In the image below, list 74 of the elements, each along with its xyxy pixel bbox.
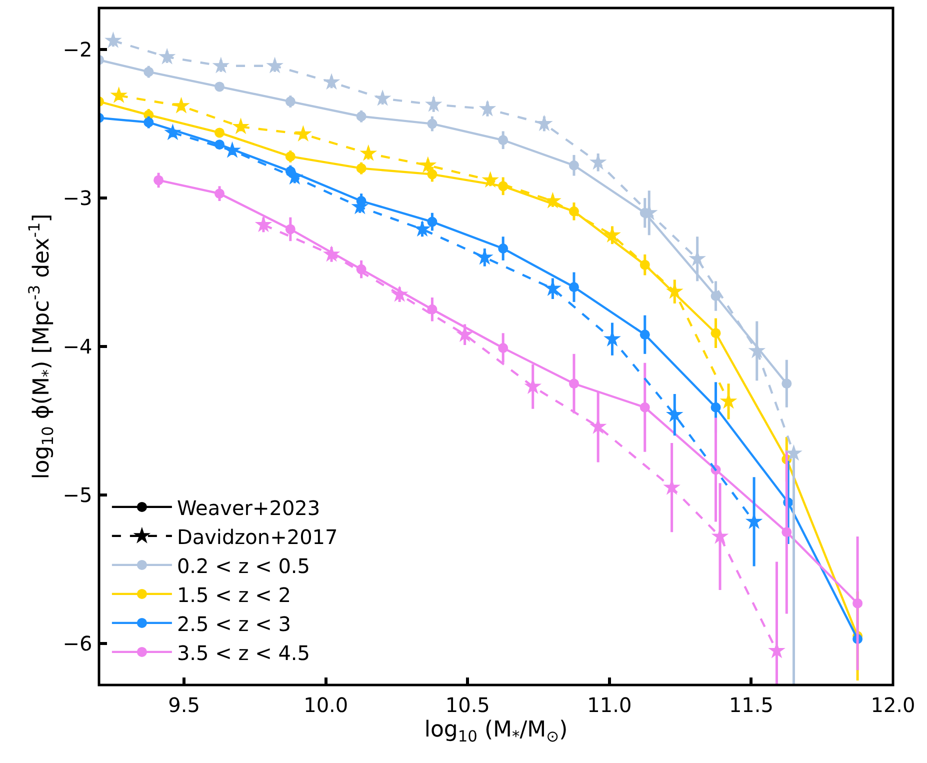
point (498, 342, 508, 353)
point (782, 527, 792, 538)
point (104, 32, 122, 48)
point (604, 226, 621, 243)
point (419, 156, 437, 173)
legend-label: Weaver+2023 (176, 496, 320, 520)
point (568, 160, 579, 170)
x-tick-label: 11.5 (728, 692, 774, 717)
point (478, 100, 496, 116)
point (427, 169, 438, 180)
point (414, 220, 431, 237)
point (710, 328, 721, 338)
y-tick-label: −5 (62, 482, 92, 507)
point (214, 188, 225, 199)
x-axis-title: log$_{10}$ (M$_{*}$/M$_{⊙}$) (424, 718, 568, 746)
legend-label: 0.2 < z < 0.5 (176, 554, 310, 578)
legend-label: Davidzon+2017 (176, 524, 338, 549)
point (568, 282, 579, 292)
legend-label: 2.5 < z < 3 (176, 612, 291, 636)
legend-label: 3.5 < z < 4.5 (176, 640, 310, 665)
point (285, 224, 296, 234)
point (356, 163, 366, 174)
point (144, 117, 154, 128)
point (110, 86, 128, 103)
point (322, 245, 340, 262)
point (285, 151, 296, 162)
point (498, 244, 508, 254)
y-tick-label: −2 (62, 38, 92, 62)
y-tick-label: −4 (62, 334, 92, 358)
x-tick-label: 10.0 (304, 692, 348, 717)
point (544, 192, 562, 208)
point (710, 402, 721, 412)
x-tick-label: 10.5 (445, 692, 490, 717)
point (356, 111, 366, 122)
point (254, 216, 272, 232)
point (482, 171, 499, 188)
point (286, 168, 304, 185)
point (266, 56, 284, 74)
x-tick-label: 9.5 (168, 692, 200, 717)
point (322, 73, 340, 90)
point (390, 285, 408, 302)
point (427, 304, 438, 314)
point (294, 125, 312, 142)
point (224, 141, 241, 158)
point (710, 291, 721, 302)
point (427, 216, 438, 227)
point (568, 378, 579, 389)
point (154, 175, 164, 186)
point (172, 96, 190, 114)
point (158, 48, 176, 64)
point (640, 402, 650, 412)
point (232, 118, 250, 134)
x-tick-label: 11.0 (587, 692, 632, 717)
x-tick-label: 12.0 (870, 692, 916, 717)
point (214, 128, 225, 138)
point (360, 144, 378, 161)
point (424, 95, 442, 112)
point (285, 96, 296, 107)
point (782, 378, 792, 389)
point (144, 66, 154, 77)
point (214, 140, 225, 150)
point (164, 124, 182, 140)
point (785, 444, 802, 461)
legend-label: 1.5 < z < 2 (176, 582, 291, 607)
y-tick-label: −6 (62, 631, 92, 656)
point (589, 153, 607, 170)
point (640, 330, 650, 340)
point (374, 89, 392, 106)
point (852, 598, 863, 608)
point (498, 135, 508, 146)
point (214, 82, 225, 92)
point (212, 56, 230, 74)
y-tick-label: −3 (62, 186, 92, 210)
point (427, 118, 438, 129)
